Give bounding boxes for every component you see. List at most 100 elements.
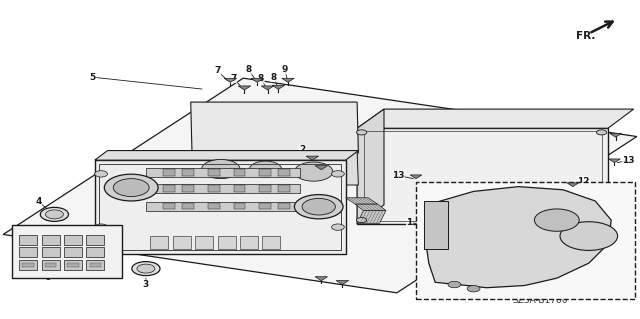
Bar bbox=[234, 203, 245, 209]
Bar bbox=[182, 203, 194, 209]
Polygon shape bbox=[95, 151, 358, 160]
Polygon shape bbox=[191, 102, 358, 153]
Circle shape bbox=[467, 286, 480, 292]
Polygon shape bbox=[424, 201, 448, 249]
Bar bbox=[182, 185, 194, 192]
Bar bbox=[146, 168, 300, 177]
Polygon shape bbox=[315, 166, 328, 170]
Circle shape bbox=[294, 162, 333, 181]
Bar bbox=[64, 235, 82, 245]
Polygon shape bbox=[315, 277, 328, 281]
Text: 7: 7 bbox=[214, 66, 221, 75]
Bar bbox=[146, 184, 300, 193]
Polygon shape bbox=[261, 86, 274, 90]
Text: 12: 12 bbox=[577, 177, 590, 186]
Polygon shape bbox=[3, 78, 637, 293]
Bar bbox=[234, 169, 245, 176]
Circle shape bbox=[104, 174, 158, 201]
Polygon shape bbox=[95, 160, 346, 254]
Bar bbox=[86, 235, 104, 245]
Circle shape bbox=[596, 218, 607, 223]
Circle shape bbox=[448, 281, 461, 288]
Bar bbox=[86, 247, 104, 257]
Bar bbox=[208, 169, 220, 176]
Bar bbox=[240, 236, 258, 249]
Bar bbox=[150, 236, 168, 249]
Bar bbox=[64, 247, 82, 257]
Circle shape bbox=[95, 171, 108, 177]
Bar bbox=[208, 185, 220, 192]
Text: SZ3A-B1700: SZ3A-B1700 bbox=[512, 296, 568, 305]
Bar bbox=[278, 169, 290, 176]
Bar bbox=[90, 263, 101, 267]
Polygon shape bbox=[357, 211, 386, 223]
Text: 13: 13 bbox=[622, 156, 635, 165]
Circle shape bbox=[534, 209, 579, 231]
Text: 9: 9 bbox=[282, 65, 288, 74]
Polygon shape bbox=[191, 152, 358, 185]
Polygon shape bbox=[306, 156, 319, 160]
Circle shape bbox=[356, 130, 367, 135]
Text: 8: 8 bbox=[258, 74, 264, 83]
Bar bbox=[173, 236, 191, 249]
Bar bbox=[19, 235, 37, 245]
Polygon shape bbox=[346, 198, 378, 204]
Bar bbox=[42, 247, 60, 257]
Polygon shape bbox=[224, 78, 237, 82]
Text: 3: 3 bbox=[143, 280, 149, 289]
Polygon shape bbox=[410, 175, 422, 179]
Bar bbox=[45, 263, 56, 267]
Bar bbox=[42, 235, 60, 245]
Bar bbox=[64, 260, 82, 270]
Bar bbox=[262, 236, 280, 249]
Bar bbox=[278, 185, 290, 192]
Polygon shape bbox=[610, 133, 621, 137]
Text: FR.: FR. bbox=[576, 31, 595, 41]
Bar bbox=[278, 203, 290, 209]
Text: 6: 6 bbox=[45, 273, 51, 282]
Bar bbox=[163, 185, 175, 192]
Bar bbox=[195, 236, 213, 249]
Bar bbox=[163, 203, 175, 209]
Bar bbox=[218, 236, 236, 249]
Text: 8: 8 bbox=[271, 73, 277, 82]
Bar bbox=[364, 131, 602, 221]
Polygon shape bbox=[357, 109, 634, 128]
Bar bbox=[146, 202, 300, 211]
Circle shape bbox=[95, 224, 108, 230]
Circle shape bbox=[560, 222, 618, 250]
Circle shape bbox=[45, 210, 63, 219]
Bar bbox=[86, 260, 104, 270]
Circle shape bbox=[356, 218, 367, 223]
Text: 2: 2 bbox=[309, 153, 316, 162]
Circle shape bbox=[332, 224, 344, 230]
Polygon shape bbox=[282, 78, 294, 82]
Circle shape bbox=[113, 179, 149, 197]
Polygon shape bbox=[357, 109, 384, 224]
Text: 4: 4 bbox=[35, 197, 42, 206]
Polygon shape bbox=[272, 85, 285, 89]
Circle shape bbox=[332, 171, 344, 177]
Circle shape bbox=[302, 198, 335, 215]
Bar bbox=[259, 203, 271, 209]
Polygon shape bbox=[357, 128, 608, 224]
Polygon shape bbox=[416, 182, 635, 299]
Bar bbox=[67, 263, 79, 267]
Circle shape bbox=[202, 160, 240, 179]
Polygon shape bbox=[355, 204, 386, 211]
Bar bbox=[234, 185, 245, 192]
Circle shape bbox=[250, 161, 282, 177]
Polygon shape bbox=[336, 280, 349, 285]
Text: 10: 10 bbox=[451, 293, 463, 302]
Text: 7: 7 bbox=[230, 74, 237, 83]
Bar bbox=[22, 263, 34, 267]
Polygon shape bbox=[567, 183, 579, 187]
Bar bbox=[163, 169, 175, 176]
Bar bbox=[259, 185, 271, 192]
Text: 13: 13 bbox=[392, 171, 404, 180]
Text: 5: 5 bbox=[90, 73, 96, 82]
Polygon shape bbox=[238, 86, 251, 90]
Circle shape bbox=[137, 264, 155, 273]
Bar bbox=[42, 260, 60, 270]
Circle shape bbox=[40, 207, 68, 221]
